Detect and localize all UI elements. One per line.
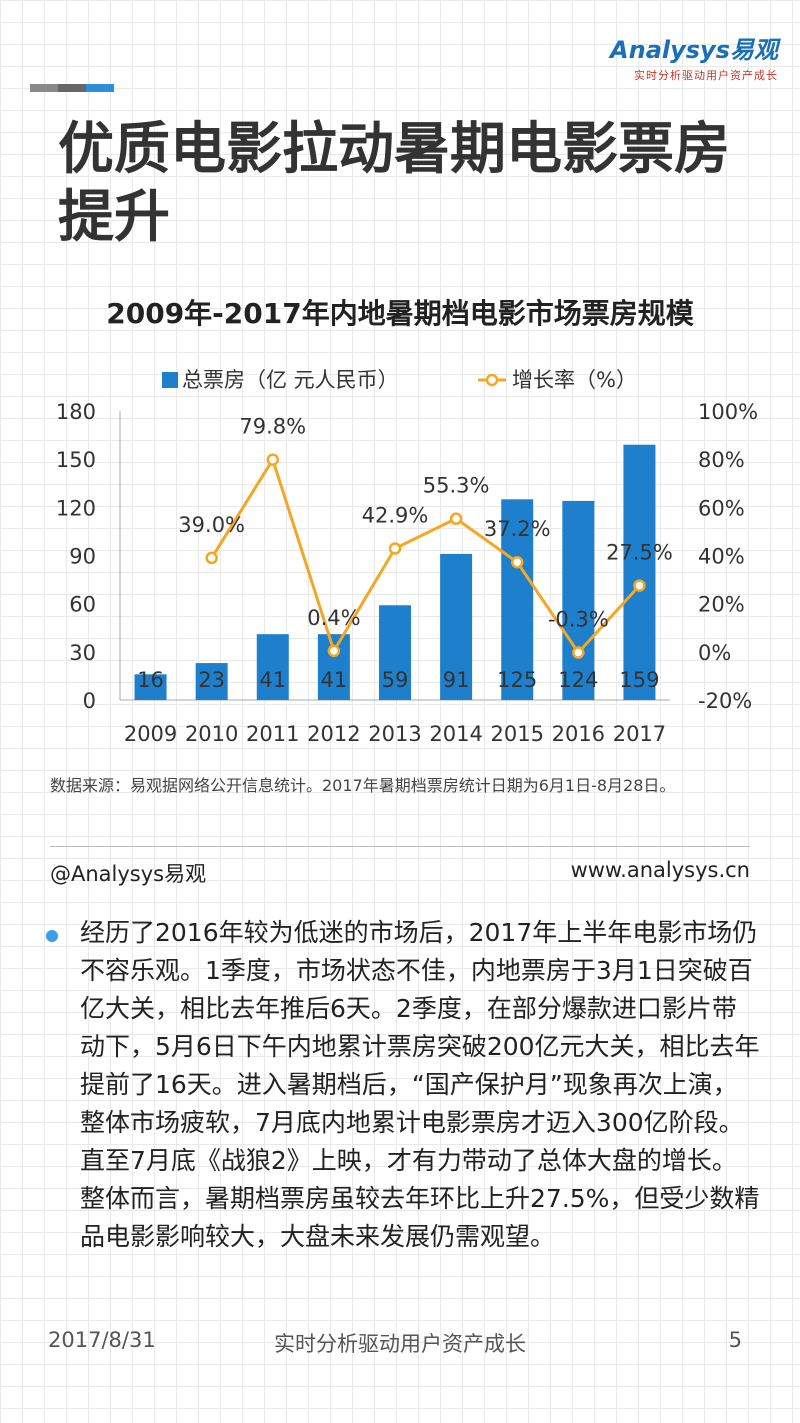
y-left-tick: 60 xyxy=(69,593,96,617)
footer-date: 2017/8/31 xyxy=(48,1328,156,1352)
bar-value-label: 23 xyxy=(198,668,225,692)
box-office-chart: 总票房（亿 元人民币） 增长率（%） 0 30 60 90 120 150 180 -20% 0% 2… xyxy=(56,368,758,746)
chart-title: 2009年-2017年内地暑期档电影市场票房规模 xyxy=(106,297,694,330)
growth-point xyxy=(449,512,463,525)
divider xyxy=(50,846,750,847)
y-left-tick: 120 xyxy=(56,496,96,520)
y-right-tick: 80% xyxy=(698,448,745,472)
footer-slogan: 实时分析驱动用户资产成长 xyxy=(274,1332,526,1356)
page-number: 5 xyxy=(728,1328,742,1352)
x-tick-label: 2011 xyxy=(246,722,299,746)
y-right-tick: 0% xyxy=(698,641,731,665)
growth-point xyxy=(572,646,585,659)
growth-value-label: -0.3% xyxy=(548,608,609,632)
bar xyxy=(256,634,289,700)
bar xyxy=(501,499,534,700)
bar-value-label: 59 xyxy=(382,668,409,692)
y-right-tick: 20% xyxy=(698,593,745,617)
bar xyxy=(623,444,656,700)
x-tick-label: 2015 xyxy=(490,722,543,746)
y-left-tick: 180 xyxy=(56,400,96,424)
x-tick-label: 2014 xyxy=(429,722,482,746)
bar-value-label: 41 xyxy=(259,668,286,692)
bar xyxy=(440,553,473,700)
bar-value-label: 124 xyxy=(558,668,598,692)
y-left-tick: 90 xyxy=(69,545,96,569)
growth-value-label: 39.0% xyxy=(178,513,245,537)
bullet-dot-icon xyxy=(46,930,58,942)
bar xyxy=(379,605,411,700)
x-tick-label: 2017 xyxy=(613,722,666,746)
legend-line-marker xyxy=(485,373,499,387)
page-title: 优质电影拉动暑期电影票房提升 xyxy=(58,117,730,250)
social-handle: @Analysys易观 xyxy=(50,862,207,886)
bar-value-label: 91 xyxy=(443,668,470,692)
growth-point xyxy=(633,579,646,592)
x-tick-label: 2009 xyxy=(124,722,177,746)
source-note: 数据来源：易观据网络公开信息统计。2017年暑期档票房统计日期为6月1日-8月2… xyxy=(50,776,676,795)
bar-value-label: 16 xyxy=(137,668,164,692)
y-right-tick: 40% xyxy=(698,545,745,569)
growth-point xyxy=(510,555,524,569)
growth-value-label: 79.8% xyxy=(239,415,306,439)
body-paragraph: 经历了2016年较为低迷的市场后，2017年上半年电影市场仍不容乐观。1季度，市… xyxy=(80,918,760,1251)
y-left-tick: 150 xyxy=(56,448,96,472)
decorative-bar xyxy=(30,84,114,92)
growth-point xyxy=(388,542,402,555)
legend-bar-swatch xyxy=(162,372,178,388)
bar-value-label: 159 xyxy=(619,668,659,692)
legend-bar-label: 总票房（亿 元人民币） xyxy=(182,368,399,392)
y-right-tick: 60% xyxy=(698,496,745,520)
bar xyxy=(195,663,228,700)
analysys-logo: Analysys易观 实时分析驱动用户资产成长 xyxy=(610,30,778,83)
legend-line-label: 增长率（%） xyxy=(512,368,637,392)
bar xyxy=(562,500,595,700)
growth-line xyxy=(210,456,641,655)
y-left-tick: 30 xyxy=(69,641,96,665)
deco-segment-mid xyxy=(58,84,86,92)
deco-segment-dark xyxy=(30,84,58,92)
bar-value-label: 125 xyxy=(497,668,537,692)
x-tick-label: 2016 xyxy=(552,722,605,746)
x-tick-label: 2012 xyxy=(307,722,360,746)
growth-point xyxy=(327,644,341,658)
logo-slogan: 实时分析驱动用户资产成长 xyxy=(634,69,778,82)
growth-value-label: 55.3% xyxy=(423,474,490,498)
logo-name: Analysys易观 xyxy=(610,36,778,64)
y-right-tick: 100% xyxy=(698,400,758,424)
x-tick-label: 2010 xyxy=(185,722,238,746)
y-left-tick: 0 xyxy=(83,689,96,713)
website-url: www.analysys.cn xyxy=(570,858,750,882)
bar-value-label: 41 xyxy=(321,668,348,692)
growth-value-label: 0.4% xyxy=(307,606,360,630)
y-right-tick: -20% xyxy=(698,689,752,713)
bar xyxy=(134,674,167,700)
growth-value-label: 27.5% xyxy=(606,541,673,565)
growth-point xyxy=(266,453,280,466)
x-tick-label: 2013 xyxy=(368,722,421,746)
growth-point xyxy=(205,551,218,565)
growth-value-label: 42.9% xyxy=(362,504,429,528)
deco-segment-blue xyxy=(86,84,114,92)
growth-value-label: 37.2% xyxy=(484,517,551,541)
